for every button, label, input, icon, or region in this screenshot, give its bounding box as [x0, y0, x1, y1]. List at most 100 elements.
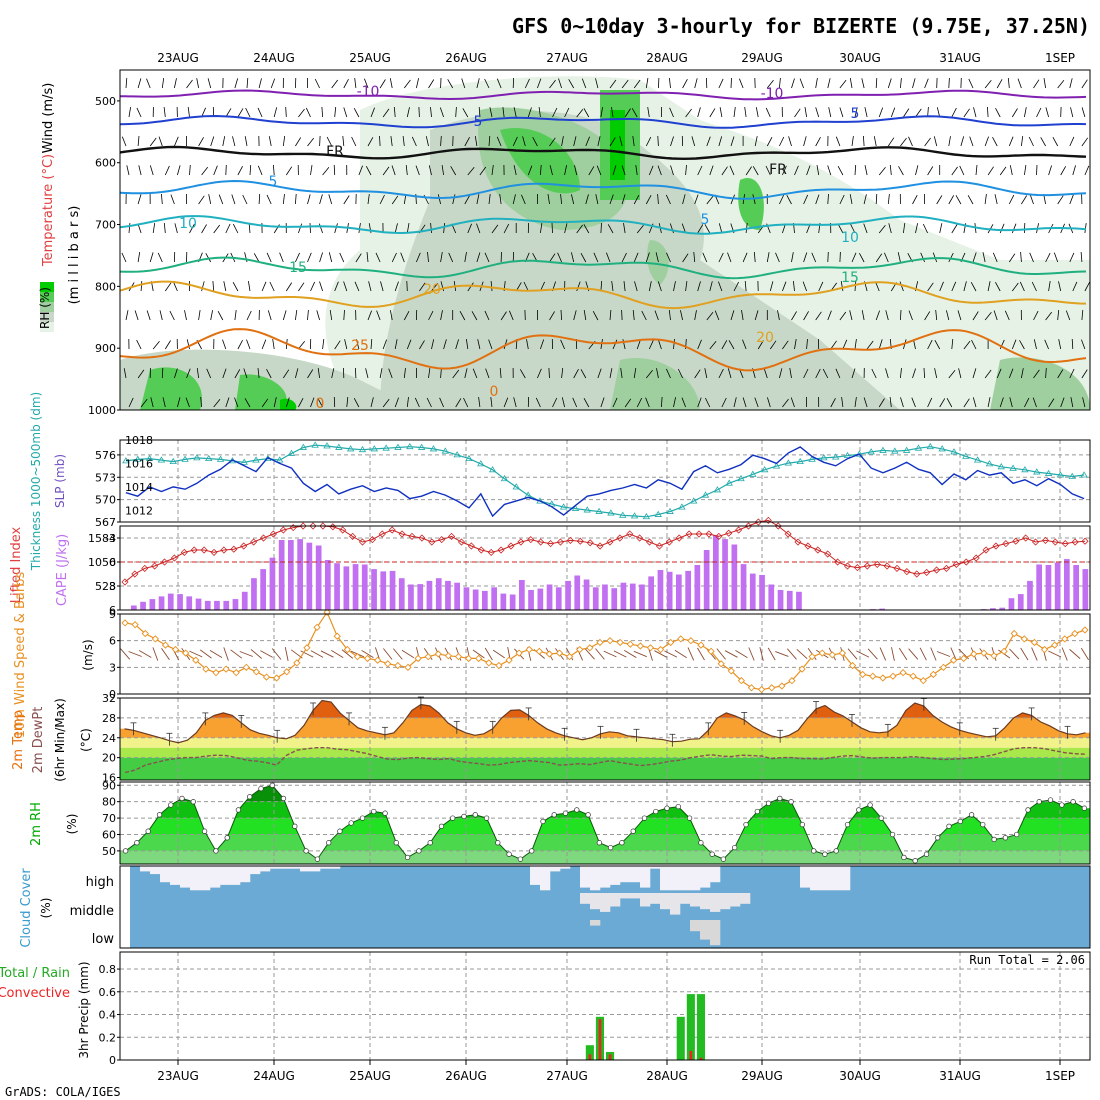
lifted-index-point: [1022, 534, 1030, 542]
wind-speed-point: [990, 652, 998, 660]
rh-region: [280, 398, 297, 410]
cape-bar: [666, 571, 673, 610]
wind-barb: [691, 136, 696, 147]
rh-point: [303, 848, 309, 854]
wind-speed-point: [525, 645, 533, 654]
wind-barb: [890, 107, 896, 118]
wind-barb: [447, 79, 454, 89]
wind-barb: [403, 79, 411, 89]
wind-barb: [721, 166, 728, 176]
rh-point: [506, 851, 512, 857]
minmax-label: (6hr Min/Max): [53, 698, 67, 782]
credit-label: GrADS: COLA/IGES: [5, 1085, 121, 1099]
chart-title: GFS 0~10day 3-hourly for BIZERTE (9.75E,…: [512, 14, 1090, 38]
wind-barb-10m: [716, 648, 726, 660]
wind-barb-10m: [1069, 649, 1081, 659]
rh-region: [990, 357, 1090, 410]
cape-bar: [195, 598, 202, 610]
wind-barb: [437, 194, 441, 205]
wind-barb: [733, 281, 739, 292]
wind-barb: [946, 398, 953, 408]
wind-barb: [863, 135, 865, 147]
wind10m-unit-label: (m/s): [81, 639, 95, 670]
wind-barb: [721, 340, 728, 350]
wind-barb: [923, 367, 925, 379]
thickness-point: [205, 454, 213, 462]
wind-barb: [212, 280, 215, 292]
lifted-index-point: [705, 530, 713, 538]
wind-barb: [915, 223, 918, 234]
wind-barb: [632, 136, 635, 147]
wind-speed-point: [121, 619, 129, 627]
wind-barb: [1081, 79, 1088, 89]
wind-barb: [177, 165, 181, 176]
lifted-index-point: [507, 542, 515, 550]
wind-barb-10m: [898, 647, 908, 661]
wind-barb: [358, 223, 361, 234]
thickness-point: [453, 451, 461, 458]
wind-barb-10m: [595, 648, 605, 660]
wind-barb: [963, 281, 967, 292]
date-label-top: 24AUG: [253, 51, 295, 65]
wind-barb: [558, 78, 562, 89]
wind-barb: [1081, 107, 1086, 118]
rh-point: [675, 803, 681, 810]
wind-barb-10m: [472, 649, 485, 659]
thickness-point: [122, 457, 130, 464]
wind-barb: [948, 195, 955, 205]
wind-barb: [935, 309, 938, 321]
wind-barb: [648, 281, 652, 292]
date-label-top: 25AUG: [349, 51, 391, 65]
rh-point: [1025, 807, 1031, 813]
cape-bar: [251, 578, 257, 610]
wind-barb: [864, 107, 868, 118]
rh-point: [1081, 805, 1088, 811]
cloud-high-cell: [610, 866, 621, 885]
wind-barb: [583, 108, 590, 118]
wind-barb-10m: [161, 647, 170, 661]
wind-barb: [682, 79, 688, 89]
wind-barb: [576, 108, 584, 118]
cape-bar: [722, 539, 728, 610]
wind-barb: [1060, 397, 1065, 408]
wind-barb-10m: [624, 650, 637, 658]
lifted-index-point: [744, 522, 753, 530]
lifted-index-point: [1061, 540, 1069, 548]
wind-barb: [884, 252, 889, 263]
cape-tick-label: 528: [95, 580, 116, 593]
wind-barb: [467, 167, 475, 176]
cape-bar: [398, 578, 405, 610]
y-tick-label: 1000: [88, 404, 116, 417]
wind-barb: [406, 107, 410, 118]
wind-barb: [657, 165, 662, 176]
wind-barb: [889, 164, 892, 176]
wind-barb: [205, 253, 212, 263]
rh-point: [923, 851, 930, 857]
wind-barb: [900, 309, 902, 321]
contour-label: 5: [474, 114, 483, 130]
slp-tick-label: 1018: [125, 434, 153, 447]
lifted-index-point: [368, 536, 376, 544]
lifted-index-point: [299, 522, 307, 530]
wind-barb: [476, 78, 480, 89]
wind-barb: [645, 195, 652, 205]
wind-barb-10m: [492, 649, 505, 659]
wind-speed-point: [717, 660, 725, 668]
contour-label: 20: [423, 282, 441, 298]
lifted-index-point: [893, 564, 901, 572]
wind-barb: [343, 281, 348, 292]
wind-barb: [234, 397, 239, 408]
cloud-high-cell: [650, 866, 661, 869]
wind-barb: [827, 251, 829, 263]
wind-barb: [137, 78, 142, 89]
wind-barb: [467, 223, 472, 234]
y-tick-label: 3: [109, 661, 116, 674]
wind-barb: [789, 368, 792, 379]
cloud-middle-cell: [650, 893, 661, 904]
wind-barb: [878, 167, 886, 176]
wind-barb: [900, 368, 902, 379]
thickness-point: [985, 460, 994, 467]
wind-barb: [730, 77, 732, 89]
wind-barb: [549, 253, 556, 263]
wind-barb: [927, 106, 929, 118]
